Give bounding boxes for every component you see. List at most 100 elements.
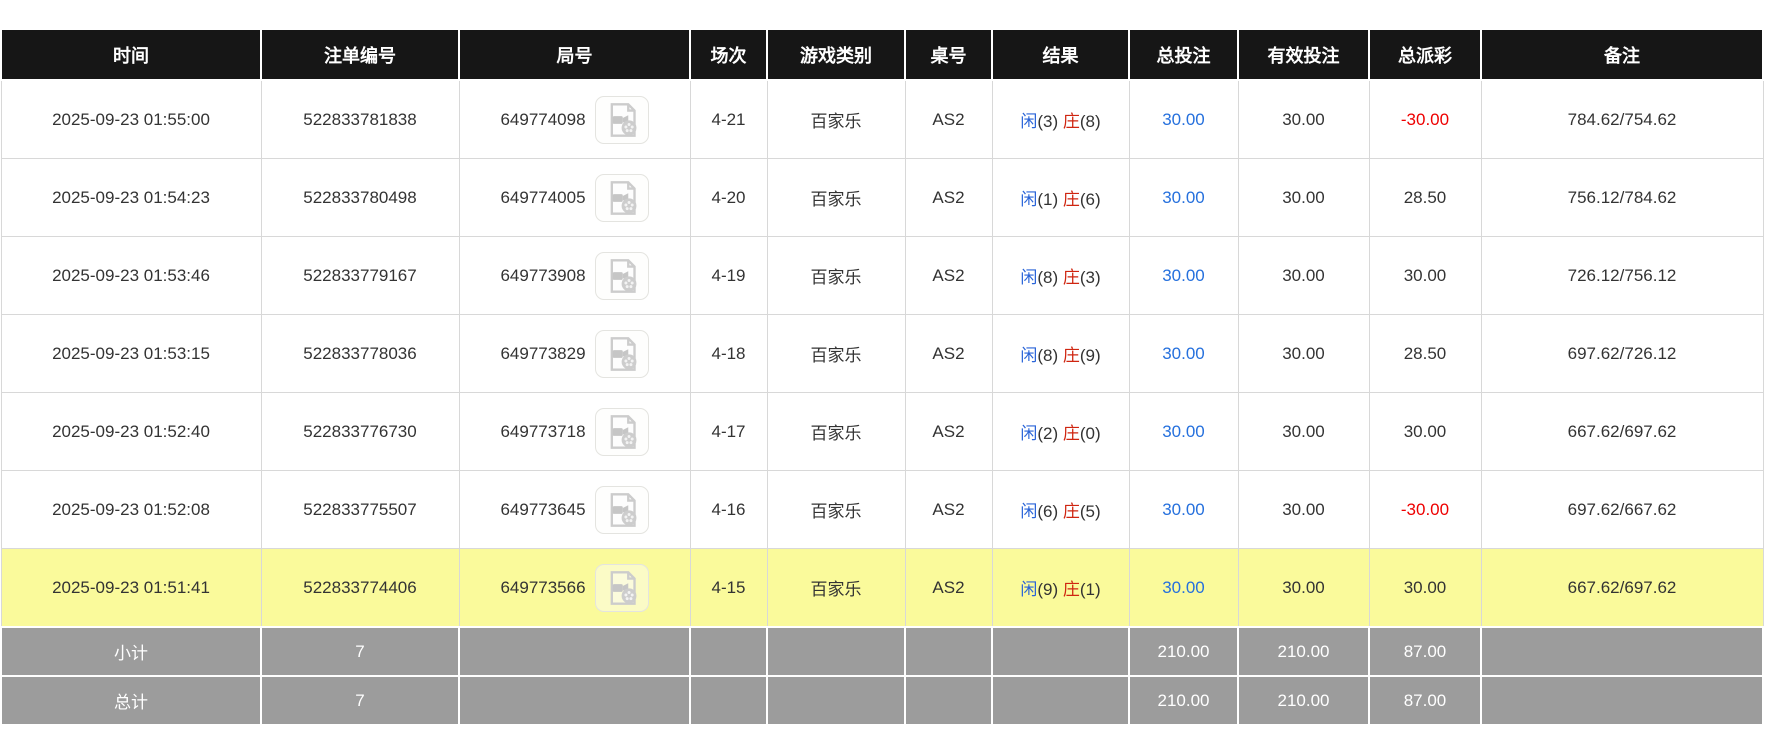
cell-result: 闲(8) 庄(9) [991, 314, 1130, 393]
round-id-value: 649773566 [500, 577, 586, 597]
cell-table-no: AS2 [904, 158, 993, 237]
cell-order-id: 522833779167 [260, 236, 460, 315]
video-replay-button[interactable] [594, 95, 649, 144]
video-replay-button[interactable] [594, 563, 649, 612]
total-bet-link[interactable]: 30.00 [1162, 499, 1205, 519]
cell-payout: 30.00 [1368, 548, 1482, 628]
cell-time: 2025-09-23 01:53:15 [0, 314, 262, 393]
cell-round-id: 649773829 [458, 314, 691, 393]
column-header-session: 场次 [689, 28, 768, 81]
subtotal-session-empty [689, 626, 768, 677]
grandtotal-row: 总计 7 210.00 210.00 87.00 [0, 675, 1764, 726]
result-banker-label: 庄 [1062, 268, 1080, 287]
cell-note: 697.62/726.12 [1480, 314, 1764, 393]
cell-note: 667.62/697.62 [1480, 392, 1764, 471]
result-banker-score: (5) [1079, 502, 1101, 521]
column-header-payout: 总派彩 [1368, 28, 1482, 81]
cell-time: 2025-09-23 01:53:46 [0, 236, 262, 315]
table-row[interactable]: 2025-09-23 01:52:40 522833776730 649773718… [0, 392, 1764, 471]
round-id-value: 649773645 [500, 499, 586, 519]
cell-table-no: AS2 [904, 392, 993, 471]
grandtotal-table-empty [904, 675, 993, 726]
cell-table-no: AS2 [904, 548, 993, 628]
subtotal-result-empty [991, 626, 1130, 677]
column-header-time: 时间 [0, 28, 262, 81]
result-banker-score: (6) [1079, 190, 1101, 209]
cell-valid-bet: 30.00 [1237, 314, 1370, 393]
cell-result: 闲(8) 庄(3) [991, 236, 1130, 315]
result-banker-label: 庄 [1062, 346, 1080, 365]
result-banker-label: 庄 [1062, 580, 1080, 599]
table-header-row: 时间 注单编号 局号 场次 游戏类别 桌号 结果 总投注 有效投注 总派彩 备注 [0, 28, 1764, 81]
cell-game-type: 百家乐 [766, 314, 906, 393]
subtotal-table-empty [904, 626, 993, 677]
cell-time: 2025-09-23 01:52:40 [0, 392, 262, 471]
result-player-score: (6) [1037, 502, 1063, 521]
result-banker-label: 庄 [1062, 190, 1080, 209]
result-player-label: 闲 [1020, 112, 1038, 131]
grandtotal-total-bet: 210.00 [1128, 675, 1239, 726]
cell-valid-bet: 30.00 [1237, 158, 1370, 237]
round-id-wrap: 649773718 [464, 407, 686, 456]
video-file-icon [603, 102, 641, 138]
round-id-wrap: 649773829 [464, 329, 686, 378]
result-player-score: (3) [1037, 112, 1063, 131]
total-bet-link[interactable]: 30.00 [1162, 577, 1205, 597]
column-header-result: 结果 [991, 28, 1130, 81]
subtotal-round-empty [458, 626, 691, 677]
total-bet-link[interactable]: 30.00 [1162, 343, 1205, 363]
cell-payout: 30.00 [1368, 392, 1482, 471]
cell-order-id: 522833774406 [260, 548, 460, 628]
video-replay-button[interactable] [594, 407, 649, 456]
cell-valid-bet: 30.00 [1237, 470, 1370, 549]
cell-note: 756.12/784.62 [1480, 158, 1764, 237]
grandtotal-result-empty [991, 675, 1130, 726]
cell-valid-bet: 30.00 [1237, 392, 1370, 471]
result-player-label: 闲 [1020, 502, 1038, 521]
round-id-value: 649773829 [500, 343, 586, 363]
table-row[interactable]: 2025-09-23 01:55:00 522833781838 649774098… [0, 79, 1764, 159]
video-replay-button[interactable] [594, 485, 649, 534]
cell-total-bet: 30.00 [1128, 79, 1239, 159]
cell-result: 闲(6) 庄(5) [991, 470, 1130, 549]
cell-result: 闲(2) 庄(0) [991, 392, 1130, 471]
cell-session: 4-17 [689, 392, 768, 471]
cell-time: 2025-09-23 01:51:41 [0, 548, 262, 628]
video-file-icon [603, 258, 641, 294]
subtotal-payout: 87.00 [1368, 626, 1482, 677]
cell-game-type: 百家乐 [766, 158, 906, 237]
video-replay-button[interactable] [594, 251, 649, 300]
table-row[interactable]: 2025-09-23 01:53:46 522833779167 649773908… [0, 236, 1764, 315]
table-row[interactable]: 2025-09-23 01:54:23 522833780498 649774005… [0, 158, 1764, 237]
cell-session: 4-21 [689, 79, 768, 159]
total-bet-link[interactable]: 30.00 [1162, 265, 1205, 285]
cell-table-no: AS2 [904, 470, 993, 549]
cell-note: 697.62/667.62 [1480, 470, 1764, 549]
column-header-round_id: 局号 [458, 28, 691, 81]
result-player-score: (8) [1037, 346, 1063, 365]
cell-round-id: 649773645 [458, 470, 691, 549]
cell-payout: 28.50 [1368, 158, 1482, 237]
video-replay-button[interactable] [594, 329, 649, 378]
cell-total-bet: 30.00 [1128, 392, 1239, 471]
round-id-wrap: 649773645 [464, 485, 686, 534]
column-header-valid_bet: 有效投注 [1237, 28, 1370, 81]
column-header-order_id: 注单编号 [260, 28, 460, 81]
cell-valid-bet: 30.00 [1237, 548, 1370, 628]
table-row[interactable]: 2025-09-23 01:52:08 522833775507 649773645… [0, 470, 1764, 549]
result-banker-score: (8) [1079, 112, 1101, 131]
total-bet-link[interactable]: 30.00 [1162, 187, 1205, 207]
round-id-wrap: 649773908 [464, 251, 686, 300]
table-row[interactable]: 2025-09-23 01:51:41 522833774406 649773566… [0, 548, 1764, 628]
cell-payout: 30.00 [1368, 236, 1482, 315]
cell-result: 闲(3) 庄(8) [991, 79, 1130, 159]
cell-payout: -30.00 [1368, 470, 1482, 549]
table-body: 2025-09-23 01:55:00 522833781838 649774098… [0, 79, 1764, 726]
video-replay-button[interactable] [594, 173, 649, 222]
cell-round-id: 649774098 [458, 79, 691, 159]
table-row[interactable]: 2025-09-23 01:53:15 522833778036 649773829… [0, 314, 1764, 393]
total-bet-link[interactable]: 30.00 [1162, 109, 1205, 129]
round-id-value: 649773718 [500, 421, 586, 441]
video-file-icon [603, 180, 641, 216]
total-bet-link[interactable]: 30.00 [1162, 421, 1205, 441]
